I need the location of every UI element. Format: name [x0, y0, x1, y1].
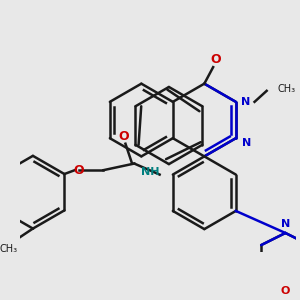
Text: O: O [210, 53, 221, 66]
Text: N: N [281, 219, 290, 229]
Text: CH₃: CH₃ [278, 84, 296, 94]
Text: O: O [118, 130, 129, 142]
Text: O: O [74, 164, 85, 177]
Text: N: N [241, 97, 250, 107]
Text: N: N [242, 138, 252, 148]
Text: CH₃: CH₃ [0, 244, 18, 254]
Text: NH: NH [141, 167, 160, 177]
Text: O: O [281, 286, 290, 296]
